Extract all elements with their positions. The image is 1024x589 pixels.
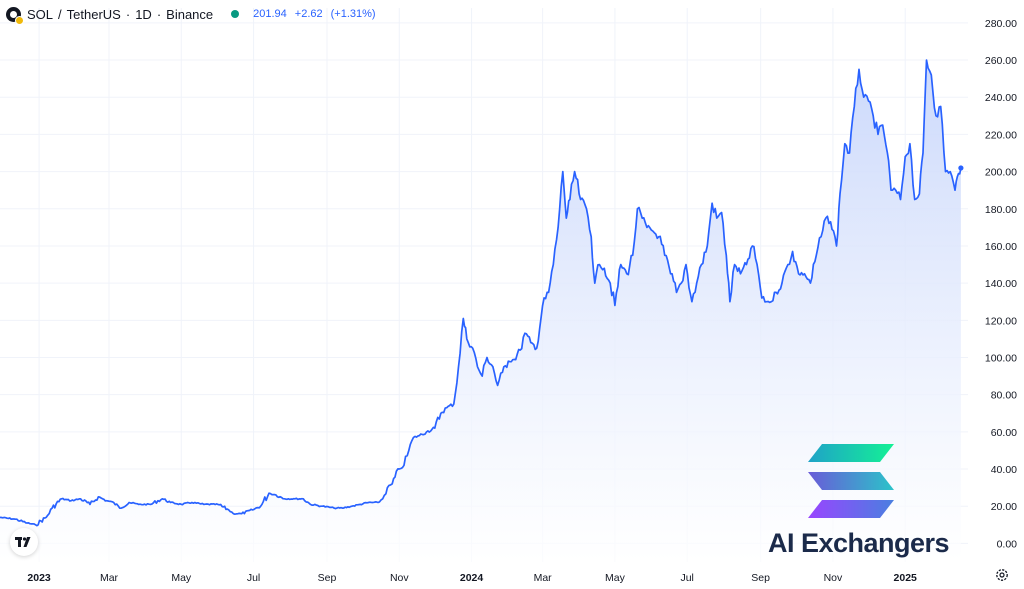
y-tick-label: 240.00 [985,92,1017,104]
x-tick-label: May [605,572,626,584]
tradingview-glyph [15,536,31,547]
y-tick-label: 260.00 [985,55,1017,67]
price-area-fill [0,60,961,562]
legend-symbol[interactable]: SOL [27,6,54,22]
y-tick-label: 160.00 [985,241,1017,253]
x-tick-label: 2024 [460,572,484,584]
x-tick-label: Nov [824,572,843,584]
price-line [0,59,962,527]
y-tick-label: 180.00 [985,204,1017,216]
y-tick-label: 40.00 [991,464,1017,476]
x-tick-label: Mar [534,572,553,584]
tradingview-logo-icon[interactable] [10,528,38,556]
x-tick-label: Jul [680,572,693,584]
x-tick-label: Sep [318,572,337,584]
y-tick-label: 100.00 [985,353,1017,365]
x-tick-label: Jul [247,572,260,584]
x-tick-label: May [171,572,192,584]
settings-icon[interactable] [995,568,1009,582]
watermark-brand: AI Exchangers [768,528,950,558]
y-tick-label: 220.00 [985,129,1017,141]
price-axis[interactable]: 280.00 260.00 240.00 220.00 200.00 180.00 160.… [985,18,1017,551]
y-tick-label: 140.00 [985,278,1017,290]
legend-change: +2.62 [294,8,323,20]
y-tick-label: 120.00 [985,315,1017,327]
legend-change-pct: (+1.31%) [330,8,376,20]
time-axis[interactable]: 2023 Mar May Jul Sep Nov 2024 Mar May Jul Sep Nov 20… [27,572,917,584]
solana-logo-icon [808,444,894,518]
legend-exchange[interactable]: Binance [166,6,214,22]
symbol-legend[interactable]: SOL / TetherUS · 1D · Binance 201.94 +2.… [6,4,380,25]
x-tick-label: Mar [100,572,119,584]
x-tick-label: 2023 [27,572,51,584]
y-tick-label: 60.00 [991,427,1017,439]
x-tick-label: 2025 [894,572,918,584]
legend-last-price: 201.94 [253,8,287,20]
symbol-logo-icon [6,6,24,25]
legend-quote[interactable]: TetherUS [66,6,121,22]
y-tick-label: 280.00 [985,18,1017,30]
x-tick-label: Sep [751,572,770,584]
y-tick-label: 80.00 [991,390,1017,402]
x-tick-label: Nov [390,572,409,584]
legend-interval[interactable]: 1D [135,6,152,22]
y-tick-label: 20.00 [991,501,1017,513]
last-price-point [958,165,964,171]
status-dot-icon [231,10,240,18]
y-tick-label: 0.00 [997,538,1018,550]
y-tick-label: 200.00 [985,167,1017,179]
